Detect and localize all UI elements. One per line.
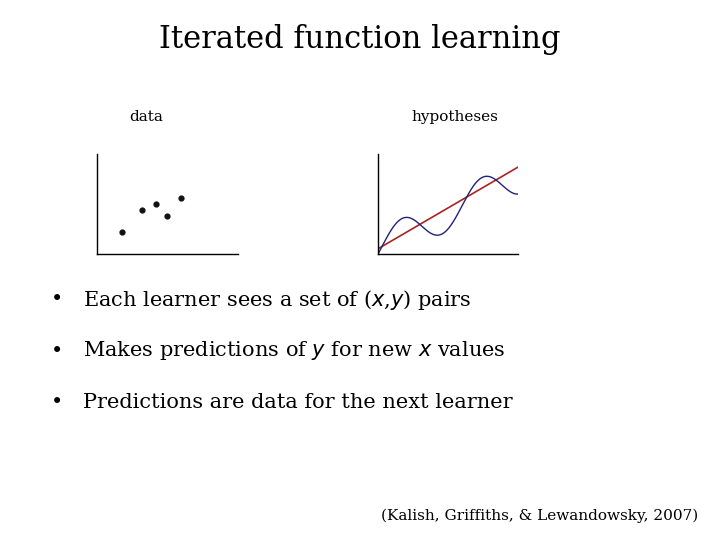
Text: •: • <box>50 290 63 309</box>
Point <box>117 227 128 236</box>
Text: hypotheses: hypotheses <box>412 110 499 124</box>
Text: Each learner sees a set of ($x$,$y$) pairs: Each learner sees a set of ($x$,$y$) pai… <box>83 288 472 312</box>
Text: •: • <box>50 393 63 412</box>
Text: Makes predictions of $y$ for new $x$ values: Makes predictions of $y$ for new $x$ val… <box>83 340 505 362</box>
Text: (Kalish, Griffiths, & Lewandowsky, 2007): (Kalish, Griffiths, & Lewandowsky, 2007) <box>382 508 698 523</box>
Text: •: • <box>50 341 63 361</box>
Text: data: data <box>130 110 163 124</box>
Point <box>162 212 174 220</box>
Point <box>150 200 162 208</box>
Text: Iterated function learning: Iterated function learning <box>159 24 561 55</box>
Point <box>136 206 148 214</box>
Text: Predictions are data for the next learner: Predictions are data for the next learne… <box>83 393 513 412</box>
Point <box>176 193 187 202</box>
